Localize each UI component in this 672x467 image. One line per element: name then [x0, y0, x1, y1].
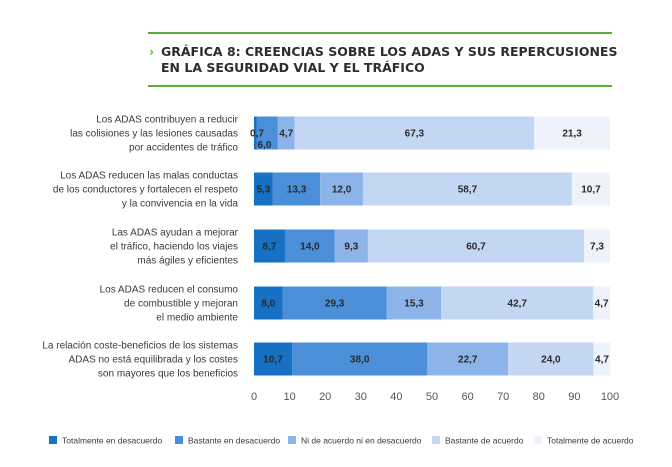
data-label: 9,3: [344, 242, 358, 253]
x-tick-label: 100: [601, 391, 619, 403]
data-label: 12,0: [332, 185, 352, 196]
category-label: por accidentes de tráfico: [129, 143, 238, 154]
data-label: 8,0: [261, 299, 275, 310]
x-tick-label: 30: [355, 391, 367, 403]
bars: 0,76,0 4,7 67,3 21,3 5,3 13,3 12,0 58,7 10,7 8,7 1…: [250, 116, 611, 376]
data-label: 67,3: [405, 129, 425, 140]
bar-segment: [367, 229, 585, 263]
data-label: 10,7: [581, 185, 601, 196]
category-label: La relación coste-beneficios de los sist…: [42, 341, 238, 352]
data-label: 21,3: [562, 129, 582, 140]
chart-title-line: EN LA SEGURIDAD VIAL Y EL TRÁFICO: [161, 60, 425, 75]
bar-segment: [508, 342, 594, 376]
bar-segment: [254, 286, 283, 320]
title-marker: ›: [149, 44, 154, 59]
data-label: 58,7: [458, 185, 478, 196]
bar-segment: [534, 116, 610, 150]
category-label: y la convivencia en la vida: [122, 199, 239, 210]
category-labels: Los ADAS contribuyen a reducir las colisi…: [42, 115, 238, 380]
data-label: 5,3: [256, 185, 270, 196]
bar-segment: [593, 342, 611, 376]
bar-segment: [320, 172, 363, 206]
x-tick-label: 90: [568, 391, 580, 403]
data-label: 29,3: [325, 299, 345, 310]
bar-segment: [254, 172, 273, 206]
category-label: el tráfico, haciendo los viajes: [110, 242, 238, 253]
x-tick-label: 60: [461, 391, 473, 403]
bar-segment: [441, 286, 594, 320]
data-label: 8,7: [263, 242, 277, 253]
data-label: 0,7: [250, 129, 264, 140]
data-label: 14,0: [300, 242, 320, 253]
category-label: más ágiles y eficientes: [137, 256, 238, 267]
data-label: 24,0: [541, 355, 561, 366]
data-label: 13,3: [287, 185, 307, 196]
bar-segment: [593, 286, 610, 320]
bar-segment: [292, 342, 428, 376]
bar-segment: [571, 172, 610, 206]
legend-swatch: [288, 436, 296, 444]
category-label: Los ADAS reducen el consumo: [100, 285, 239, 296]
data-label: 4,7: [279, 129, 293, 140]
data-label: 15,3: [404, 299, 424, 310]
legend-label: Bastante en desacuerdo: [188, 436, 280, 446]
x-tick-label: 20: [319, 391, 331, 403]
data-label: 38,0: [350, 355, 370, 366]
legend-swatch: [175, 436, 183, 444]
bar-segment: [254, 342, 293, 376]
category-label: Las ADAS ayudan a mejorar: [112, 228, 239, 239]
data-label: 4,7: [595, 299, 609, 310]
legend-swatch: [49, 436, 57, 444]
x-tick-label: 10: [283, 391, 295, 403]
category-label: las colisiones y las lesiones causadas: [70, 129, 238, 140]
bar-segment: [386, 286, 442, 320]
data-label: 7,3: [590, 242, 604, 253]
data-label: 10,7: [263, 355, 283, 366]
bar-segment: [254, 229, 285, 263]
legend-label: Totalmente de acuerdo: [547, 436, 634, 446]
bar-segment: [282, 286, 387, 320]
bar-segment: [334, 229, 368, 263]
category-label: el medio ambiente: [156, 313, 238, 324]
bar-segment: [284, 229, 335, 263]
category-label: Los ADAS contribuyen a reducir: [96, 115, 238, 126]
data-label: 60,7: [466, 242, 486, 253]
x-tick-label: 0: [251, 391, 257, 403]
legend-swatch: [432, 436, 440, 444]
bar-segment: [362, 172, 572, 206]
chart-title-line: GRÁFICA 8: CREENCIAS SOBRE LOS ADAS Y SU…: [161, 44, 617, 59]
bar-segment: [256, 116, 278, 150]
category-label: de combustible y mejoran: [124, 299, 238, 310]
bar-segment: [254, 116, 257, 150]
data-label: 22,7: [458, 355, 478, 366]
bar-segment: [584, 229, 610, 263]
legend-label: Totalmente en desacuerdo: [62, 436, 162, 446]
category-label: de los conductores y fortalecen el respe…: [53, 185, 239, 196]
bar-segment: [427, 342, 509, 376]
x-tick-label: 50: [426, 391, 438, 403]
legend-swatch: [534, 436, 542, 444]
bar-segment: [272, 172, 321, 206]
category-label: Los ADAS reducen las malas conductas: [60, 171, 238, 182]
x-axis: 0 10 20 30 40 50 60 70 80 90 100: [251, 391, 619, 403]
x-tick-label: 40: [390, 391, 402, 403]
bar-segment: [294, 116, 535, 150]
bar-segment: [277, 116, 295, 150]
legend: Totalmente en desacuerdo Bastante en desa…: [49, 436, 634, 446]
legend-label: Ni de acuerdo ni en desacuerdo: [301, 436, 422, 446]
chart-title: › GRÁFICA 8: CREENCIAS SOBRE LOS ADAS Y S…: [148, 32, 617, 87]
legend-label: Bastante de acuerdo: [445, 436, 524, 446]
category-label: ADAS no está equilibrada y los costes: [68, 355, 238, 366]
x-tick-label: 80: [533, 391, 545, 403]
category-label: son mayores que los beneficios: [98, 369, 238, 380]
data-label: 4,7: [595, 355, 609, 366]
data-label: 42,7: [508, 299, 528, 310]
x-tick-label: 70: [497, 391, 509, 403]
data-label: 6,0: [258, 140, 272, 151]
